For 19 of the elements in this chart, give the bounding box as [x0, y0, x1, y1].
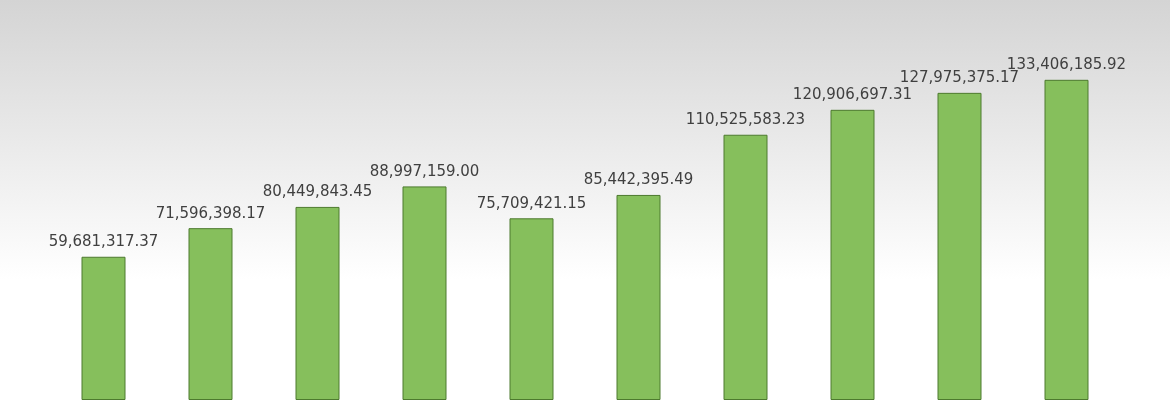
data-label: 120,906,697.31: [792, 85, 913, 104]
data-label: 80,449,843.45: [262, 182, 373, 201]
data-label: 75,709,421.15: [476, 193, 587, 212]
bar: [937, 92, 982, 400]
data-label: 59,681,317.37: [48, 232, 159, 251]
bar: [509, 218, 554, 400]
data-label: 71,596,398.17: [155, 203, 266, 222]
bar: [295, 206, 340, 400]
data-label: 88,997,159.00: [369, 161, 480, 180]
bar: [188, 228, 233, 400]
bar: [81, 256, 126, 400]
bar: [830, 109, 875, 400]
bar: [402, 186, 447, 400]
data-label: 110,525,583.23: [685, 110, 806, 129]
data-label: 127,975,375.17: [899, 68, 1020, 87]
bar: [616, 194, 661, 400]
bar: [723, 134, 768, 400]
data-label: 85,442,395.49: [583, 170, 694, 189]
bar: [1044, 79, 1089, 400]
